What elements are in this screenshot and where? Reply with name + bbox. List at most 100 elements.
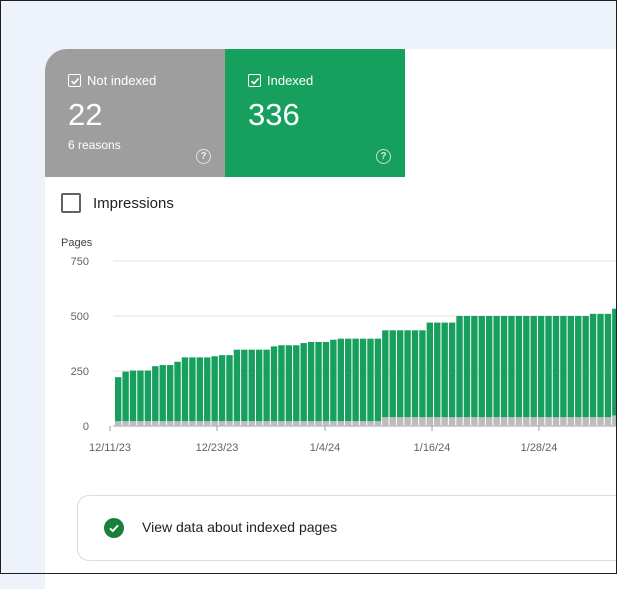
y-axis-title: Pages xyxy=(61,237,93,249)
bar-indexed xyxy=(441,322,448,418)
bar-indexed xyxy=(389,330,396,418)
bar-not-indexed xyxy=(189,421,196,426)
x-tick-label: 12/23/23 xyxy=(196,442,239,454)
bar-indexed xyxy=(434,322,441,418)
bar-not-indexed xyxy=(537,417,545,426)
bar-not-indexed xyxy=(174,421,181,426)
bar-not-indexed xyxy=(545,417,552,426)
bar-indexed xyxy=(122,371,129,422)
indexed-label: Indexed xyxy=(267,73,314,88)
view-indexed-pages-link[interactable]: View data about indexed pages xyxy=(77,495,617,561)
bar-not-indexed xyxy=(486,417,493,426)
bar-not-indexed xyxy=(471,417,478,426)
bar-indexed xyxy=(478,316,485,418)
not-indexed-count: 22 xyxy=(68,97,103,132)
not-indexed-tile[interactable]: Not indexed 22 6 reasons ? xyxy=(45,49,225,177)
bar-not-indexed xyxy=(248,421,255,426)
bar-not-indexed xyxy=(478,417,485,426)
bar-not-indexed xyxy=(530,417,537,426)
bar-not-indexed xyxy=(359,421,367,426)
bar-not-indexed xyxy=(589,417,597,426)
bar-not-indexed xyxy=(448,417,456,426)
index-report-card: Not indexed 22 6 reasons ? Indexed 336 ?… xyxy=(45,49,617,589)
bar-not-indexed xyxy=(493,417,500,426)
bar-indexed xyxy=(263,349,270,422)
bar-indexed xyxy=(322,341,330,422)
bar-not-indexed xyxy=(137,421,144,426)
bar-not-indexed xyxy=(204,421,211,426)
bar-not-indexed xyxy=(434,417,441,426)
check-icon xyxy=(70,77,79,85)
bar-indexed xyxy=(211,356,218,422)
bar-not-indexed xyxy=(411,417,419,426)
bar-indexed xyxy=(359,338,367,422)
impressions-toggle[interactable]: Impressions xyxy=(61,193,174,213)
bar-indexed xyxy=(129,370,137,422)
bar-indexed xyxy=(411,330,419,418)
indexed-tile[interactable]: Indexed 336 ? xyxy=(225,49,405,177)
bar-not-indexed xyxy=(419,417,426,426)
bar-indexed xyxy=(204,357,211,422)
bar-not-indexed xyxy=(255,421,263,426)
bar-indexed xyxy=(330,339,337,422)
bar-not-indexed xyxy=(241,421,248,426)
bar-not-indexed xyxy=(441,417,448,426)
bar-not-indexed xyxy=(166,421,174,426)
bar-not-indexed xyxy=(233,421,241,426)
bar-indexed xyxy=(293,345,300,422)
bar-indexed xyxy=(530,316,537,418)
bar-indexed xyxy=(500,316,508,418)
bar-indexed xyxy=(589,313,597,418)
bar-not-indexed xyxy=(567,417,575,426)
impressions-checkbox[interactable] xyxy=(61,193,81,213)
bar-indexed xyxy=(486,316,493,418)
help-icon[interactable]: ? xyxy=(376,149,391,164)
bar-indexed xyxy=(285,345,293,422)
bar-indexed xyxy=(367,338,374,422)
bar-indexed xyxy=(426,322,434,418)
bar-not-indexed xyxy=(604,417,612,426)
bar-indexed xyxy=(226,355,233,422)
bar-not-indexed xyxy=(389,417,396,426)
bar-not-indexed xyxy=(456,417,463,426)
bar-not-indexed xyxy=(115,421,122,426)
bar-indexed xyxy=(508,316,515,418)
bar-indexed xyxy=(471,316,478,418)
bar-not-indexed xyxy=(560,417,567,426)
x-tick-label: 12/11/23 xyxy=(89,442,131,454)
bar-indexed xyxy=(448,322,456,418)
not-indexed-checkbox[interactable] xyxy=(68,74,81,87)
bar-not-indexed xyxy=(263,421,270,426)
bar-not-indexed xyxy=(196,421,204,426)
bar-not-indexed xyxy=(523,417,530,426)
bar-indexed xyxy=(278,345,285,422)
bar-indexed xyxy=(575,316,582,418)
y-tick-label: 500 xyxy=(71,311,89,323)
bar-not-indexed xyxy=(144,421,152,426)
indexed-checkbox[interactable] xyxy=(248,74,261,87)
bar-not-indexed xyxy=(575,417,582,426)
bar-not-indexed xyxy=(226,421,233,426)
x-tick-label: 1/16/24 xyxy=(414,442,451,454)
bar-indexed xyxy=(181,357,189,422)
bar-indexed xyxy=(233,349,241,422)
indexed-count: 336 xyxy=(248,97,300,132)
y-tick-label: 750 xyxy=(71,256,89,268)
bar-not-indexed xyxy=(404,417,411,426)
bar-indexed xyxy=(552,316,560,418)
bar-indexed xyxy=(493,316,500,418)
bar-indexed xyxy=(345,338,352,422)
bar-not-indexed xyxy=(374,421,382,426)
bar-not-indexed xyxy=(463,417,471,426)
bar-indexed xyxy=(137,370,144,422)
bar-indexed xyxy=(152,366,159,422)
chart-svg: 750 500 250 012/11/23 12/23/23 1/4/24 1/16/24 1… xyxy=(71,256,617,454)
check-icon xyxy=(250,77,259,85)
bar-indexed xyxy=(604,313,612,418)
bar-not-indexed xyxy=(218,421,226,426)
bar-not-indexed xyxy=(278,421,285,426)
bar-indexed xyxy=(567,316,575,418)
help-icon[interactable]: ? xyxy=(196,149,211,164)
bar-not-indexed xyxy=(270,421,278,426)
bar-indexed xyxy=(537,316,545,418)
